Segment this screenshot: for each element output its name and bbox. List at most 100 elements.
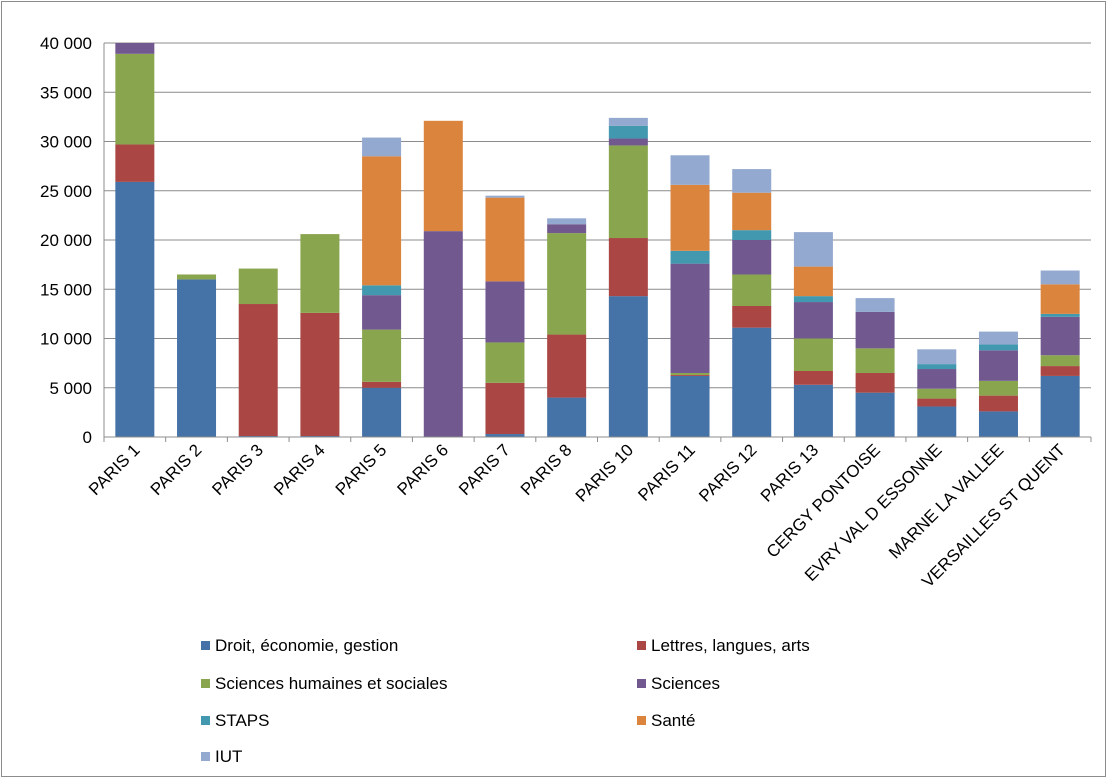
bar-segment bbox=[670, 374, 710, 376]
legend-item: Lettres, langues, arts bbox=[637, 636, 810, 655]
legend-swatch bbox=[637, 679, 646, 688]
bar-segment bbox=[978, 331, 1018, 345]
legend-swatch bbox=[201, 752, 210, 761]
bar-segment bbox=[978, 344, 1018, 351]
bar-segment bbox=[362, 387, 402, 437]
legend-label: Sciences bbox=[651, 674, 720, 693]
x-tick-label: PARIS 5 bbox=[332, 440, 391, 499]
y-tick-label: 15 000 bbox=[40, 280, 92, 299]
legend-swatch bbox=[201, 641, 210, 650]
bar-segment bbox=[485, 434, 525, 437]
bar-segment bbox=[485, 197, 525, 282]
bar-segment bbox=[978, 350, 1018, 381]
bar-segment bbox=[608, 145, 648, 239]
bar-segment bbox=[793, 371, 833, 385]
bar-segment bbox=[362, 329, 402, 382]
bar-segment bbox=[855, 372, 895, 393]
y-tick-label: 5 000 bbox=[49, 379, 92, 398]
bar-segment bbox=[793, 384, 833, 437]
bar-segment bbox=[670, 263, 710, 373]
bar-segment bbox=[547, 334, 587, 398]
x-tick-label: PARIS 3 bbox=[208, 440, 267, 499]
bar-segment bbox=[608, 296, 648, 437]
bar-segment bbox=[670, 250, 710, 264]
bar-segment bbox=[238, 304, 278, 437]
bar-segment bbox=[732, 169, 772, 193]
bar-segment bbox=[793, 296, 833, 303]
legend-label: Sciences humaines et sociales bbox=[215, 674, 447, 693]
bar-segment bbox=[793, 302, 833, 339]
bar-segment bbox=[608, 117, 648, 126]
bar-segment bbox=[300, 312, 340, 437]
x-tick-label: PARIS 13 bbox=[757, 440, 822, 505]
legend-label: IUT bbox=[215, 747, 242, 766]
bar-segment bbox=[547, 224, 587, 234]
bar-segment bbox=[547, 397, 587, 437]
bar-segment bbox=[917, 388, 957, 399]
x-tick-label: PARIS 4 bbox=[270, 440, 329, 499]
bar-segment bbox=[115, 144, 155, 182]
bar-segment bbox=[547, 233, 587, 335]
bar-segment bbox=[793, 232, 833, 267]
bar-segment bbox=[362, 137, 402, 157]
legend-item: Sciences humaines et sociales bbox=[201, 674, 447, 693]
bar-segment bbox=[362, 156, 402, 286]
bar-segment bbox=[177, 279, 217, 437]
legend-item: STAPS bbox=[201, 711, 269, 730]
bar-segment bbox=[793, 266, 833, 297]
y-tick-label: 0 bbox=[83, 428, 92, 447]
bar-segment bbox=[670, 375, 710, 437]
y-tick-label: 40 000 bbox=[40, 34, 92, 53]
bar-segment bbox=[855, 298, 895, 312]
bar-segment bbox=[1040, 366, 1080, 376]
bar-segment bbox=[608, 125, 648, 139]
bar-segment bbox=[732, 240, 772, 275]
bar-segment bbox=[917, 349, 957, 365]
bar-segment bbox=[608, 138, 648, 146]
legend-swatch bbox=[637, 716, 646, 725]
bar-segment bbox=[917, 406, 957, 437]
bar-segment bbox=[115, 53, 155, 145]
x-tick-label: PARIS 6 bbox=[393, 440, 452, 499]
bar-segment bbox=[670, 155, 710, 185]
x-tick-label: PARIS 10 bbox=[572, 440, 637, 505]
legend-swatch bbox=[201, 716, 210, 725]
bar-segment bbox=[1040, 270, 1080, 285]
bar-segment bbox=[732, 230, 772, 240]
bar-segment bbox=[362, 295, 402, 330]
bar-segment bbox=[855, 311, 895, 349]
bar-segment bbox=[300, 234, 340, 313]
bar-segment bbox=[1040, 355, 1080, 367]
x-tick-label: PARIS 12 bbox=[695, 440, 760, 505]
bar-segment bbox=[855, 348, 895, 373]
bar-segment bbox=[485, 281, 525, 343]
y-tick-label: 25 000 bbox=[40, 182, 92, 201]
legend-label: Droit, économie, gestion bbox=[215, 636, 398, 655]
bar-segment bbox=[793, 338, 833, 372]
bar-segment bbox=[608, 238, 648, 297]
legend-item: IUT bbox=[201, 747, 242, 766]
bar-segment bbox=[485, 195, 525, 198]
legend-label: STAPS bbox=[215, 711, 269, 730]
y-tick-label: 35 000 bbox=[40, 83, 92, 102]
bar-segment bbox=[978, 411, 1018, 437]
bar-segment bbox=[917, 369, 957, 389]
bar-segment bbox=[732, 192, 772, 231]
bars bbox=[115, 43, 1080, 437]
legend-swatch bbox=[201, 679, 210, 688]
x-tick-label: PARIS 1 bbox=[85, 440, 144, 499]
bar-segment bbox=[670, 184, 710, 251]
legend-label: Santé bbox=[651, 711, 695, 730]
bar-segment bbox=[670, 372, 710, 375]
x-tick-label: PARIS 2 bbox=[147, 440, 206, 499]
bar-segment bbox=[485, 342, 525, 383]
bar-segment bbox=[978, 380, 1018, 396]
bar-segment bbox=[547, 218, 587, 225]
y-tick-label: 30 000 bbox=[40, 133, 92, 152]
bar-segment bbox=[362, 381, 402, 388]
bar-segment bbox=[732, 274, 772, 306]
bar-segment bbox=[917, 398, 957, 407]
bar-segment bbox=[115, 181, 155, 437]
bar-segment bbox=[485, 382, 525, 435]
